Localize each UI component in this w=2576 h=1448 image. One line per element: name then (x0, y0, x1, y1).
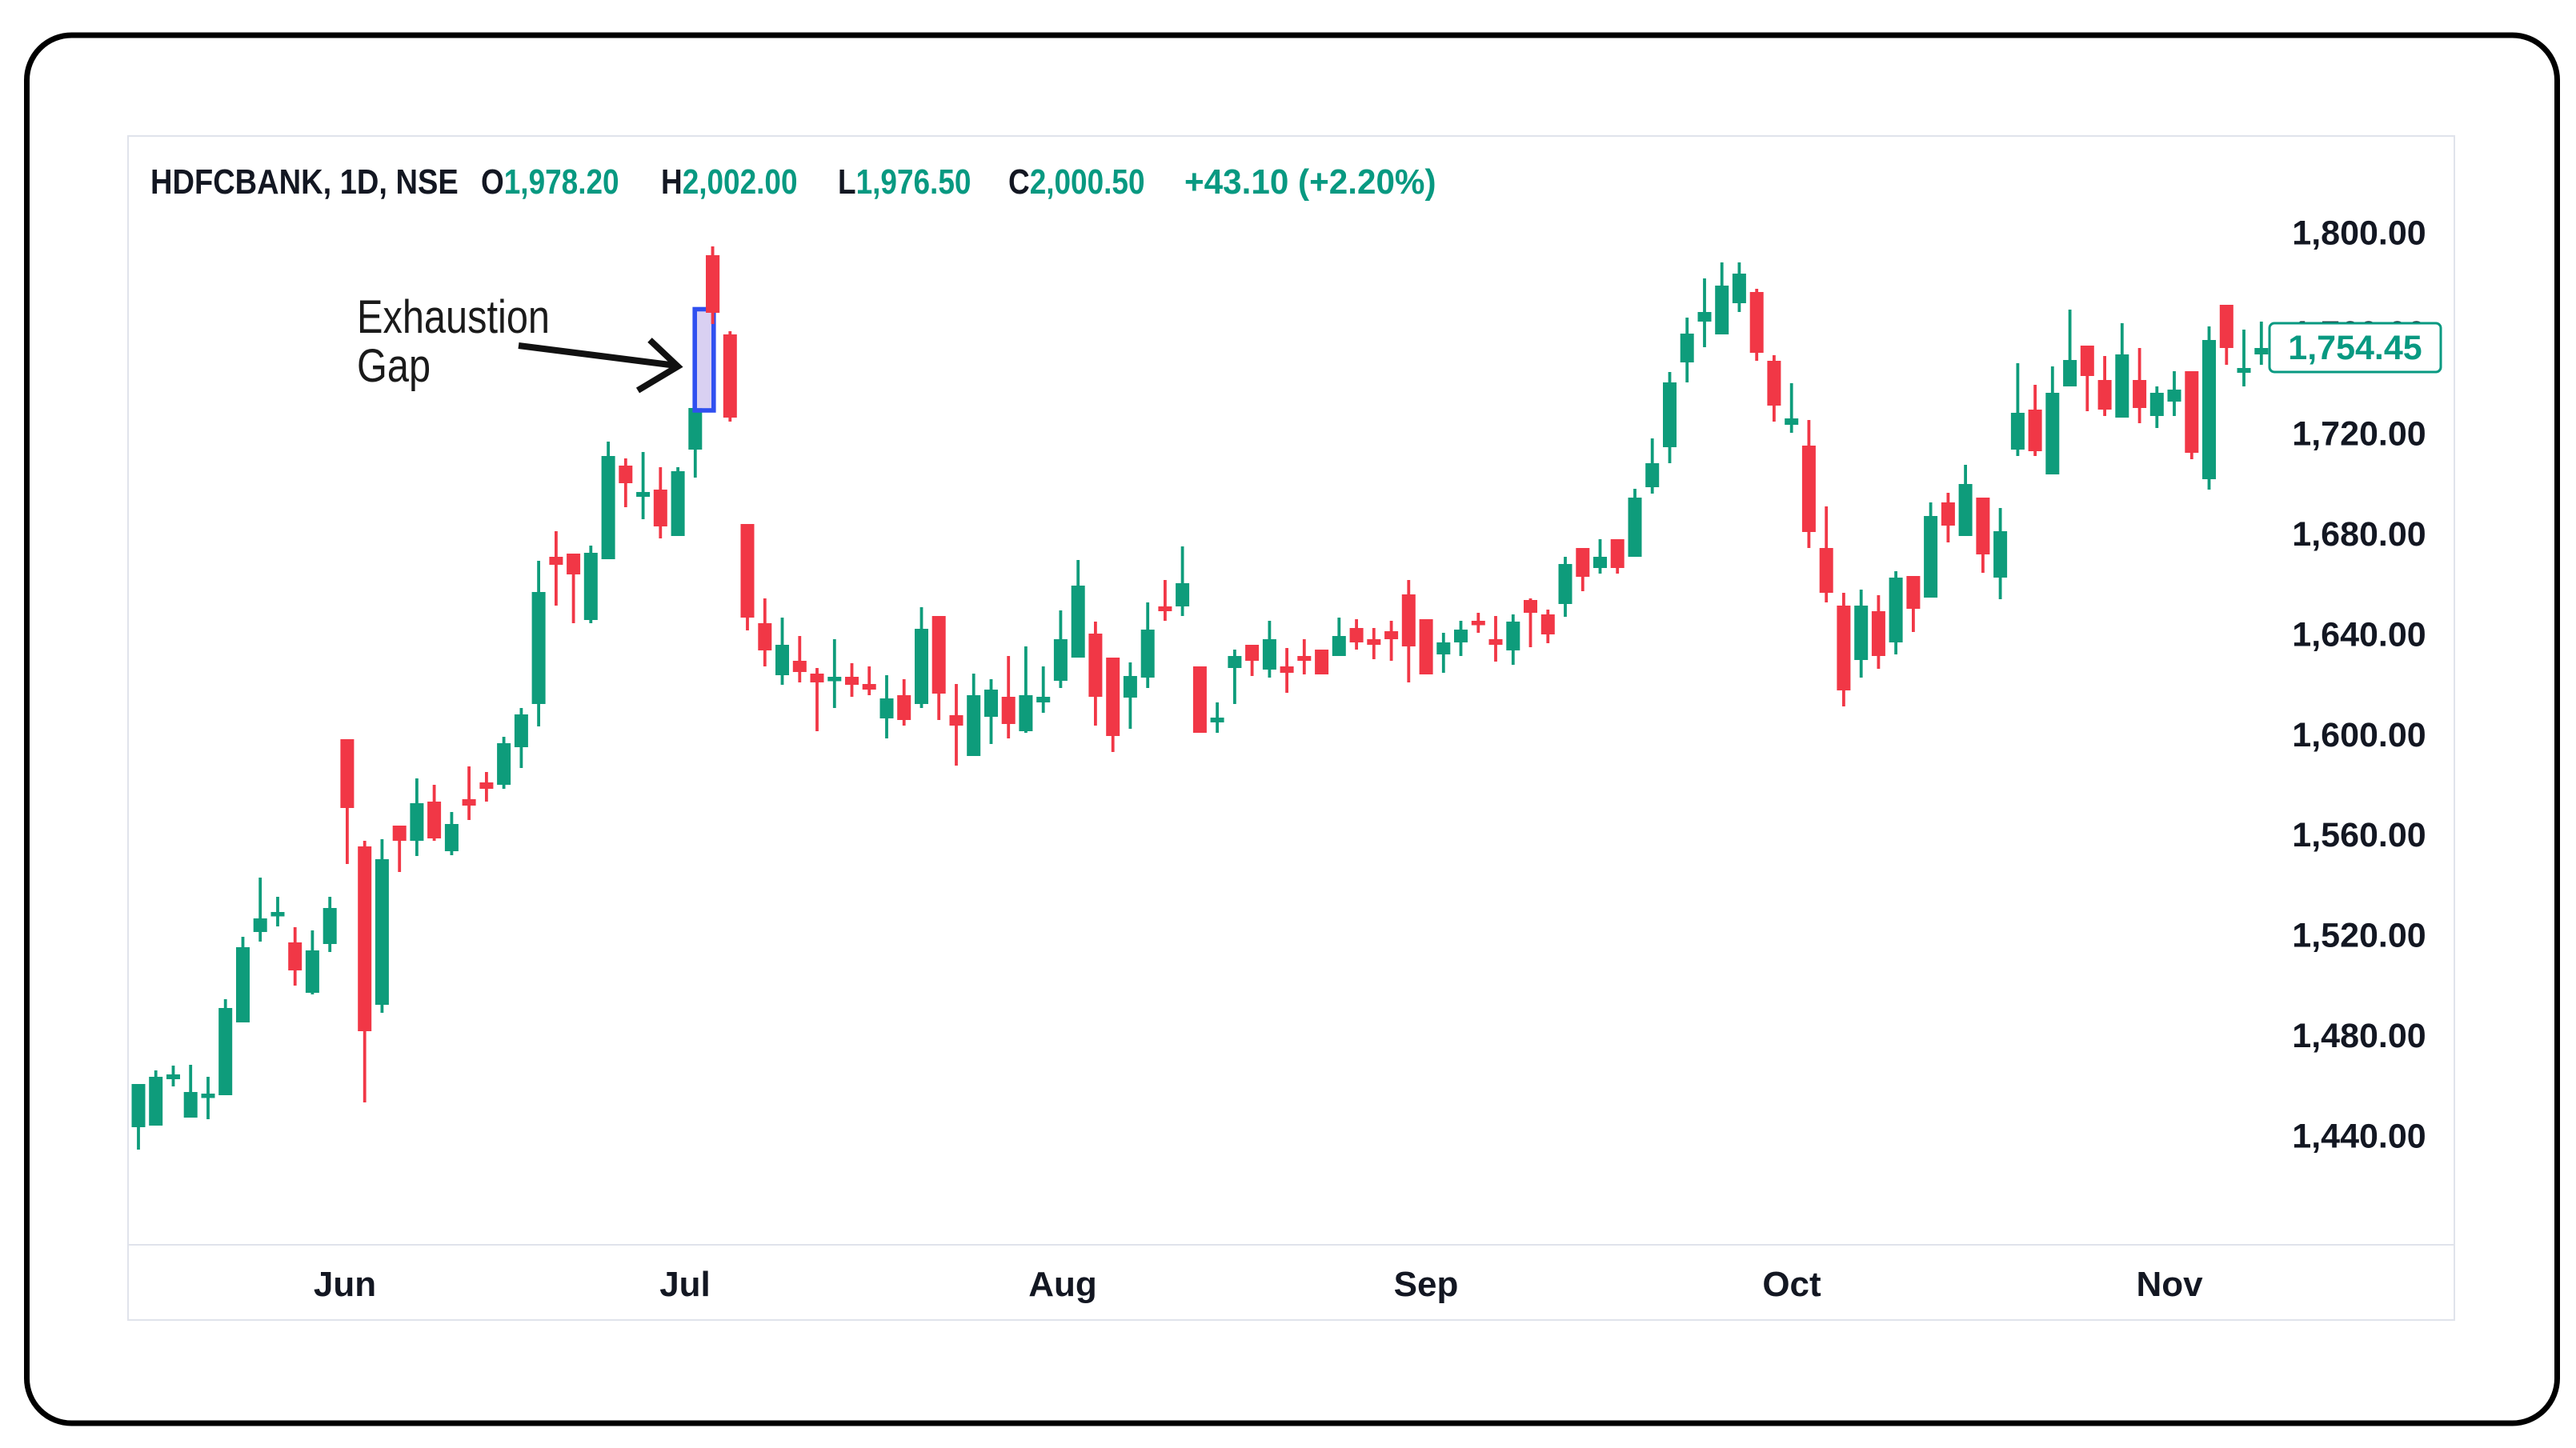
svg-text:O1,978.20: O1,978.20 (481, 162, 619, 202)
svg-text:Jul: Jul (659, 1265, 711, 1304)
svg-text:HDFCBANK, 1D, NSE: HDFCBANK, 1D, NSE (150, 162, 459, 201)
svg-text:L1,976.50: L1,976.50 (838, 162, 971, 202)
svg-text:1,720.00: 1,720.00 (2292, 414, 2426, 453)
svg-text:Nov: Nov (2136, 1265, 2203, 1304)
svg-text:Exhaustion: Exhaustion (357, 292, 550, 343)
svg-text:1,754.45: 1,754.45 (2288, 329, 2422, 367)
svg-text:1,560.00: 1,560.00 (2292, 816, 2426, 854)
svg-text:1,480.00: 1,480.00 (2292, 1017, 2426, 1055)
svg-text:1,680.00: 1,680.00 (2292, 515, 2426, 554)
svg-text:1,640.00: 1,640.00 (2292, 615, 2426, 654)
svg-text:Gap: Gap (357, 341, 431, 392)
svg-text:Jun: Jun (314, 1265, 376, 1304)
svg-text:Sep: Sep (1394, 1265, 1459, 1304)
svg-text:1,800.00: 1,800.00 (2292, 214, 2426, 253)
svg-text:Oct: Oct (1762, 1265, 1821, 1304)
svg-text:+43.10 (+2.20%): +43.10 (+2.20%) (1184, 162, 1436, 202)
svg-text:1,440.00: 1,440.00 (2292, 1118, 2426, 1156)
svg-text:Aug: Aug (1028, 1265, 1097, 1304)
svg-text:H2,002.00: H2,002.00 (661, 162, 798, 202)
svg-text:C2,000.50: C2,000.50 (1008, 162, 1145, 202)
svg-text:1,520.00: 1,520.00 (2292, 917, 2426, 955)
svg-text:1,600.00: 1,600.00 (2292, 716, 2426, 754)
